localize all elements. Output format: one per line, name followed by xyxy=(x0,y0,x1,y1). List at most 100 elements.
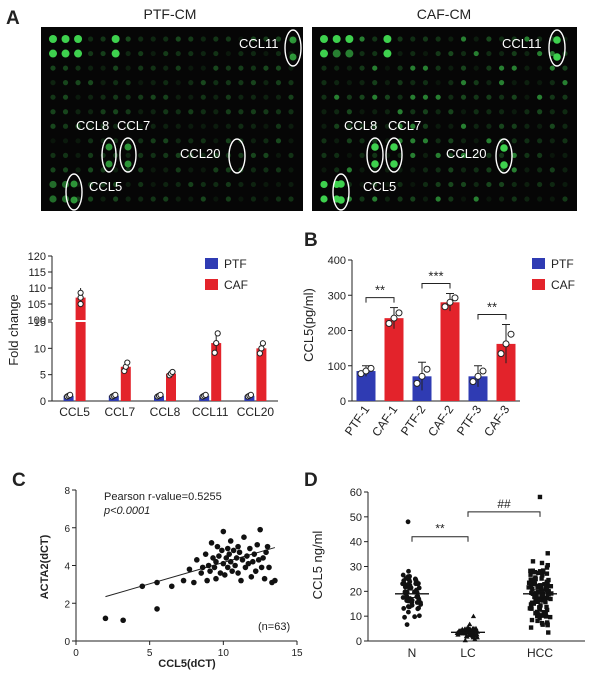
array-spot xyxy=(150,181,156,188)
array-spot xyxy=(213,36,219,42)
array-spot xyxy=(238,109,244,115)
array-spot xyxy=(422,138,429,144)
array-spot xyxy=(87,123,94,129)
array-spot xyxy=(163,50,169,57)
ccl5-elisa-chart: CCL5(pg/ml) 0 100 200 300 400 PTF-1CAF-1PTF-2… xyxy=(301,255,575,439)
array-spot xyxy=(346,167,352,173)
array-spot xyxy=(321,138,327,144)
array-spot xyxy=(62,80,69,86)
ccl5-elisa-xtick-label: CAF-3 xyxy=(481,402,513,439)
array-spot xyxy=(225,94,231,100)
array-spot xyxy=(75,138,81,144)
array-spot xyxy=(448,152,454,158)
serum-ccl5-point-hcc xyxy=(539,560,545,566)
correlation-point xyxy=(198,570,205,576)
array-spot xyxy=(524,94,530,100)
array-spot xyxy=(62,65,69,71)
serum-ccl5-sig-label: ** xyxy=(435,522,445,536)
array-spot xyxy=(113,167,119,173)
serum-ccl5-point-hcc xyxy=(547,614,553,620)
serum-ccl5-point-hcc xyxy=(537,615,542,621)
array-spot xyxy=(111,49,120,58)
array-spot xyxy=(62,109,69,115)
array-spot xyxy=(537,138,543,144)
correlation-point xyxy=(235,570,241,576)
array-spot xyxy=(125,94,131,100)
correlation-point xyxy=(219,547,225,554)
serum-ccl5-point-hcc xyxy=(532,569,538,575)
ccl5-elisa-point xyxy=(446,298,454,306)
array-spot xyxy=(397,36,403,42)
correlation-ytick-label: 2 xyxy=(64,599,70,610)
panel-label-b: B xyxy=(304,230,318,251)
ccl5-elisa-point xyxy=(451,294,459,302)
correlation-point xyxy=(252,568,259,574)
array-spot xyxy=(460,36,467,42)
array-spot xyxy=(50,123,56,129)
array-spot xyxy=(473,167,479,173)
fold-change-point xyxy=(258,345,265,352)
serum-ccl5-point-hcc xyxy=(538,596,543,601)
array-spot xyxy=(200,181,206,188)
array-spot xyxy=(288,123,294,129)
serum-ccl5-point-n xyxy=(412,614,418,620)
array-spot xyxy=(372,109,378,115)
serum-ccl5-point-lc xyxy=(472,636,478,642)
array-spot xyxy=(320,49,328,58)
correlation-point xyxy=(211,564,218,571)
array-spot xyxy=(460,80,467,86)
array-spot xyxy=(460,152,467,158)
serum-ccl5-xtick-label-hcc: HCC xyxy=(527,646,553,660)
array-spot xyxy=(150,123,156,129)
array-spot xyxy=(549,167,555,173)
array-spot xyxy=(448,109,454,115)
correlation-ylabel: ACTA2(dCT) xyxy=(39,534,51,599)
ccl5-elisa-sig-label: ** xyxy=(487,300,497,315)
array-spot xyxy=(87,167,94,173)
array-spot xyxy=(410,181,416,188)
array-spot xyxy=(138,196,144,202)
array-spot xyxy=(238,181,244,188)
array-spot xyxy=(175,80,181,86)
serum-ccl5-point-hcc xyxy=(540,573,545,578)
array-spot xyxy=(320,180,328,189)
array-spot xyxy=(49,49,57,58)
array-spot xyxy=(250,94,257,100)
serum-ccl5-ylabel: CCL5 ng/ml xyxy=(310,531,325,600)
array-spot xyxy=(163,152,169,158)
array-spot xyxy=(321,94,327,100)
array-spot xyxy=(448,196,454,202)
array-spot xyxy=(537,123,543,129)
serum-ccl5-point-hcc xyxy=(537,607,543,612)
ccl5-elisa-ytick-label: 300 xyxy=(328,290,346,302)
array-spot xyxy=(87,94,94,100)
array-left-highlight-ccl20 xyxy=(228,138,246,174)
serum-ccl5-point-hcc xyxy=(530,586,535,592)
correlation-point xyxy=(247,545,253,552)
array-spot xyxy=(460,109,467,115)
array-spot xyxy=(511,36,517,42)
array-spot xyxy=(138,181,144,188)
array-spot xyxy=(200,36,206,42)
correlation-ytick-label: 6 xyxy=(64,524,70,535)
array-spot-highlighted xyxy=(105,143,113,151)
array-spot xyxy=(384,181,391,188)
array-spot xyxy=(524,65,530,71)
correlation-point xyxy=(216,553,222,559)
array-spot xyxy=(138,94,144,100)
array-spot xyxy=(460,94,467,100)
array-spot xyxy=(397,109,403,115)
array-spot xyxy=(524,181,530,188)
array-spot xyxy=(275,167,282,173)
array-spot xyxy=(200,138,206,144)
correlation-point xyxy=(224,545,231,552)
array-spot xyxy=(100,181,106,188)
array-spot xyxy=(238,65,244,71)
serum-ccl5-ytick-label: 20 xyxy=(350,586,362,598)
ccl5-elisa-point xyxy=(413,379,421,387)
array-spot xyxy=(200,94,206,100)
serum-ccl5-ytick-label: 30 xyxy=(350,562,362,574)
array-spot xyxy=(62,94,69,100)
array-spot xyxy=(334,65,340,71)
array-spot xyxy=(225,65,231,71)
